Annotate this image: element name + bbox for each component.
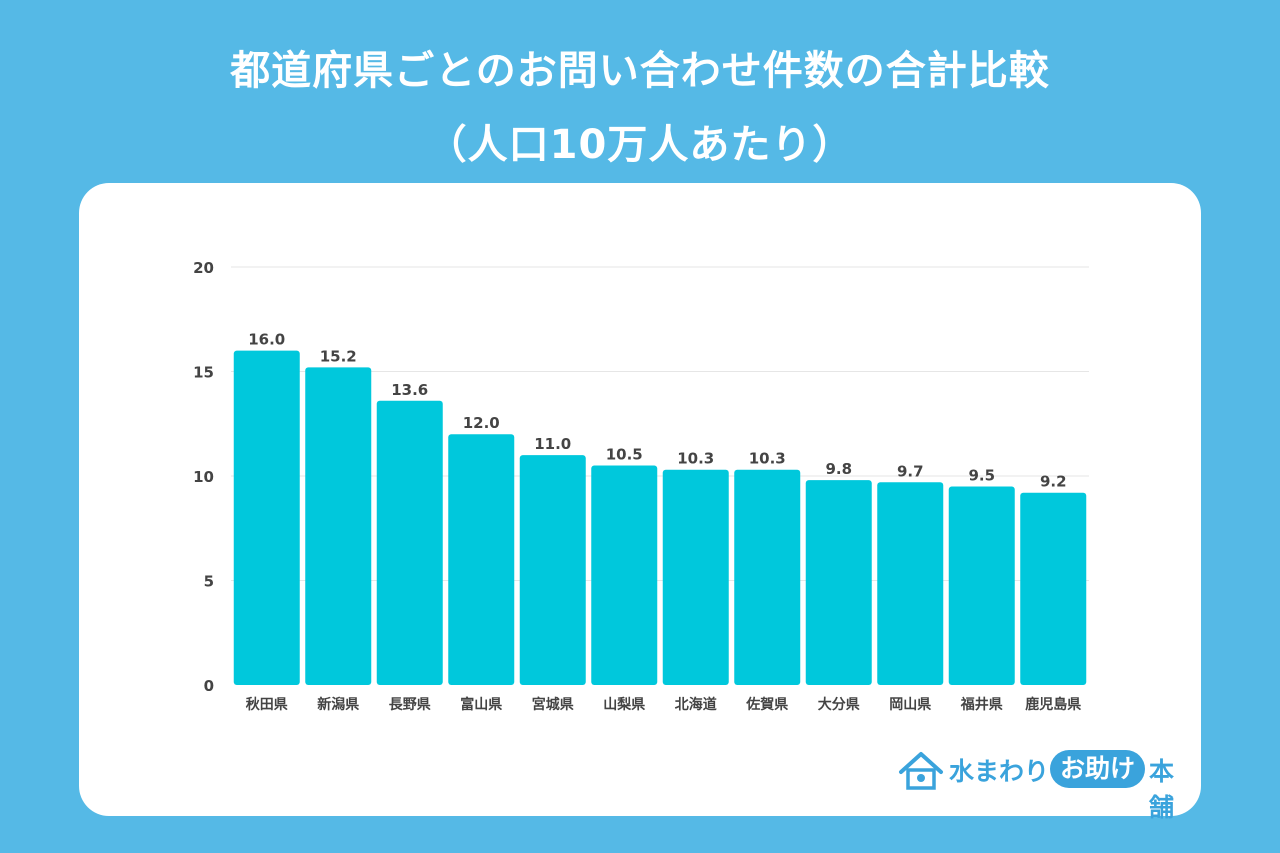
x-tick-label: 秋田県 bbox=[246, 696, 288, 713]
x-tick-label: 長野県 bbox=[389, 697, 431, 713]
x-tick-label: 宮城県 bbox=[532, 696, 574, 713]
chart-title: 都道府県ごとのお問い合わせ件数の合計比較 bbox=[230, 48, 1050, 94]
bar bbox=[519, 455, 586, 685]
bar bbox=[662, 469, 729, 685]
bar bbox=[591, 465, 658, 685]
x-tick-label: 大分県 bbox=[818, 696, 860, 713]
bar bbox=[1020, 492, 1087, 685]
x-tick-label: 北海道 bbox=[675, 696, 717, 713]
logo-text-pill: お助け bbox=[1050, 750, 1146, 788]
y-tick-label: 5 bbox=[204, 573, 214, 591]
data-label: 10.5 bbox=[606, 446, 643, 464]
chart-subtitle: （人口10万人あたり） bbox=[426, 122, 854, 168]
y-tick-label: 15 bbox=[193, 364, 214, 382]
data-label: 9.7 bbox=[897, 462, 924, 480]
x-tick-label: 岡山県 bbox=[889, 697, 931, 713]
bar bbox=[877, 482, 944, 685]
x-tick-label: 佐賀県 bbox=[745, 696, 788, 713]
y-tick-label: 0 bbox=[204, 677, 214, 695]
bar bbox=[305, 367, 372, 685]
data-label: 12.0 bbox=[463, 414, 500, 432]
bar bbox=[376, 400, 443, 685]
x-tick-label: 山梨県 bbox=[603, 696, 645, 713]
bar bbox=[805, 480, 872, 685]
x-tick-label: 富山県 bbox=[460, 696, 502, 713]
data-label: 9.8 bbox=[825, 460, 852, 478]
house-icon bbox=[899, 752, 943, 790]
y-tick-label: 10 bbox=[193, 468, 214, 486]
brand-logo: 水まわり お助け 本舗 bbox=[897, 748, 1197, 822]
bar bbox=[448, 434, 515, 685]
data-label: 10.3 bbox=[749, 450, 786, 468]
y-tick-label: 20 bbox=[193, 259, 214, 277]
data-label: 16.0 bbox=[248, 331, 285, 349]
bar bbox=[734, 469, 801, 685]
data-label: 15.2 bbox=[320, 347, 357, 365]
data-label: 9.2 bbox=[1040, 473, 1067, 491]
logo-text-pre: 水まわり bbox=[949, 757, 1050, 786]
data-label: 11.0 bbox=[534, 435, 571, 453]
x-tick-label: 新潟県 bbox=[317, 696, 359, 713]
logo-text-post: 本舗 bbox=[1149, 757, 1175, 822]
x-tick-label: 鹿児島県 bbox=[1024, 696, 1081, 713]
bar bbox=[948, 486, 1015, 685]
data-label: 13.6 bbox=[391, 381, 428, 399]
chart-card: 0 5 10 15 20 16.0 秋田県 15.2 新潟県 13.6 長野県 12.0 富山県 11.0… bbox=[79, 183, 1201, 822]
data-label: 9.5 bbox=[968, 466, 995, 484]
bar-chart: 0 5 10 15 20 16.0 秋田県 15.2 新潟県 13.6 長野県 12.0 富山県 11.0… bbox=[193, 259, 1089, 713]
bar bbox=[233, 350, 300, 685]
data-label: 10.3 bbox=[677, 450, 714, 468]
x-tick-label: 福井県 bbox=[960, 696, 1003, 713]
